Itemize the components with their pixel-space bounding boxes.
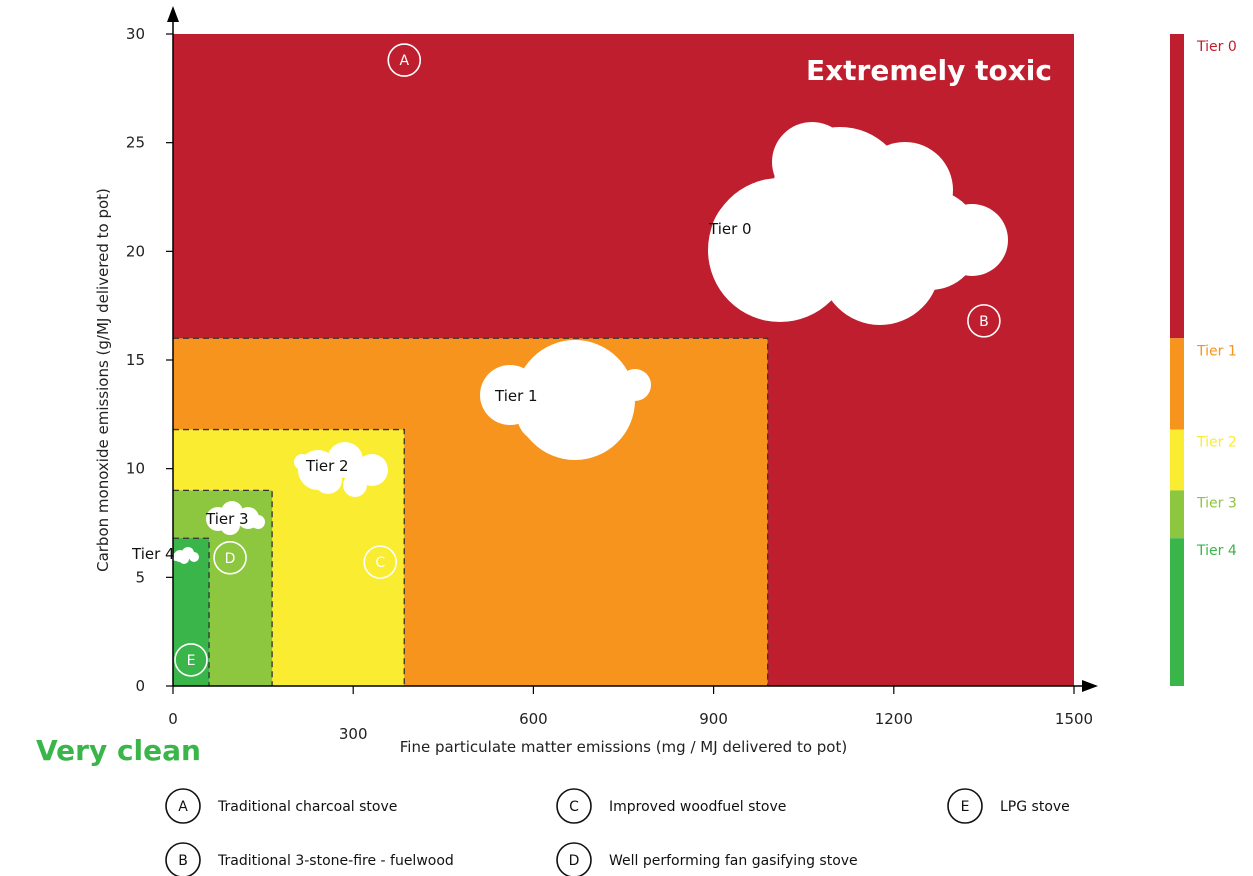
x-tick-label-1200: 1200 (875, 710, 913, 728)
cloud-tier-1 (480, 340, 651, 460)
colorbar-label-tier-4: Tier 4 (1196, 543, 1237, 559)
colorbar-label-tier-0: Tier 0 (1196, 39, 1237, 55)
y-tick-label-0: 0 (135, 677, 145, 695)
marker-a: A (387, 43, 422, 77)
colorbar-band-tier-0 (1170, 34, 1184, 339)
legend-label-d: Well performing fan gasifying stove (609, 853, 858, 869)
cloud-tier-0 (708, 122, 1008, 325)
marker-c: C (363, 545, 398, 579)
marker-b: B (967, 304, 1001, 338)
legend-item-b: B Traditional 3-stone-fire - fuelwood (165, 842, 454, 876)
y-tick-label-15: 15 (126, 351, 145, 369)
y-tick-label-25: 25 (126, 134, 145, 152)
y-tick-label-20: 20 (126, 242, 145, 260)
legend-item-a: A Traditional charcoal stove (165, 788, 397, 824)
colorbar-label-tier-3: Tier 3 (1196, 495, 1237, 511)
colorbar-label-tier-1: Tier 1 (1196, 343, 1237, 359)
region-boundary-tier-2 (173, 428, 405, 686)
y-tick-label-30: 30 (126, 25, 145, 43)
x-tick-label-900: 900 (699, 710, 728, 728)
legend-letter-c: C (569, 799, 579, 815)
region-boundary-tier-4 (173, 537, 210, 686)
x-tick-label-0: 0 (168, 710, 178, 728)
stove-markers: A B C D E (174, 43, 1001, 677)
colorbar-band-tier-1 (1170, 338, 1184, 430)
marker-letter-d: D (225, 551, 236, 567)
marker-letter-c: C (375, 555, 385, 571)
legend-label-b: Traditional 3-stone-fire - fuelwood (217, 853, 454, 869)
y-axis-arrow (167, 6, 179, 22)
colorbar-band-tier-3 (1170, 490, 1184, 539)
legend-item-d: D Well performing fan gasifying stove (556, 842, 858, 876)
cloud-tier-4 (172, 547, 199, 564)
tier-label-tier-0: Tier 0 (708, 220, 752, 238)
region-boundary-tier-3 (173, 489, 273, 686)
axes: 0 300 600 900 1200 1500 0 5 10 15 20 25 30 Fine parti… (94, 6, 1098, 756)
x-tick-label-600: 600 (519, 710, 548, 728)
region-tier-4 (173, 538, 210, 686)
x-axis-title: Fine particulate matter emissions (mg / … (400, 738, 847, 756)
legend-letter-d: D (569, 853, 580, 869)
tier-label-tier-4: Tier 4 (131, 545, 175, 563)
colorbar-band-tier-2 (1170, 429, 1184, 491)
colorbar-band-tier-4 (1170, 538, 1184, 686)
tier-label-tier-2: Tier 2 (305, 457, 349, 475)
tier-label-tier-1: Tier 1 (494, 387, 538, 405)
y-tick-label-5: 5 (135, 568, 145, 586)
region-boundary-tier-1 (173, 337, 769, 686)
y-tick-label-10: 10 (126, 460, 145, 478)
tier-regions (173, 34, 1074, 686)
stove-legend: A Traditional charcoal stove B Traditional … (165, 788, 1070, 876)
marker-letter-e: E (187, 653, 196, 669)
tier-clouds: Tier 0 Tier 1 Tier 2 Tier 3 Tier 4 (131, 122, 1008, 564)
y-axis-title: Carbon monoxide emissions (g/MJ delivere… (94, 188, 112, 572)
annotation-extremely-toxic: Extremely toxic (806, 54, 1052, 87)
x-axis-arrow (1082, 680, 1098, 692)
tier-colorbar: Tier 0 Tier 1 Tier 2 Tier 3 Tier 4 (1170, 34, 1237, 686)
x-tick-label-1500: 1500 (1055, 710, 1093, 728)
legend-letter-a: A (178, 799, 188, 815)
legend-letter-e: E (961, 799, 970, 815)
legend-label-c: Improved woodfuel stove (609, 799, 786, 815)
tier-label-tier-3: Tier 3 (205, 510, 249, 528)
marker-e: E (174, 643, 208, 677)
cloud-tier-3 (206, 501, 265, 535)
x-tick-label-300: 300 (339, 725, 368, 743)
annotation-very-clean: Very clean (36, 734, 201, 767)
annotations: Extremely toxic Very clean (36, 54, 1052, 767)
marker-d: D (213, 540, 247, 575)
marker-letter-a: A (399, 53, 409, 69)
legend-label-e: LPG stove (1000, 799, 1070, 815)
cloud-tier-2 (294, 442, 388, 497)
legend-item-c: C Improved woodfuel stove (556, 788, 786, 824)
marker-letter-b: B (979, 314, 989, 330)
legend-item-e: E LPG stove (947, 788, 1070, 824)
legend-letter-b: B (178, 853, 188, 869)
legend-label-a: Traditional charcoal stove (217, 799, 397, 815)
colorbar-label-tier-2: Tier 2 (1196, 435, 1237, 451)
